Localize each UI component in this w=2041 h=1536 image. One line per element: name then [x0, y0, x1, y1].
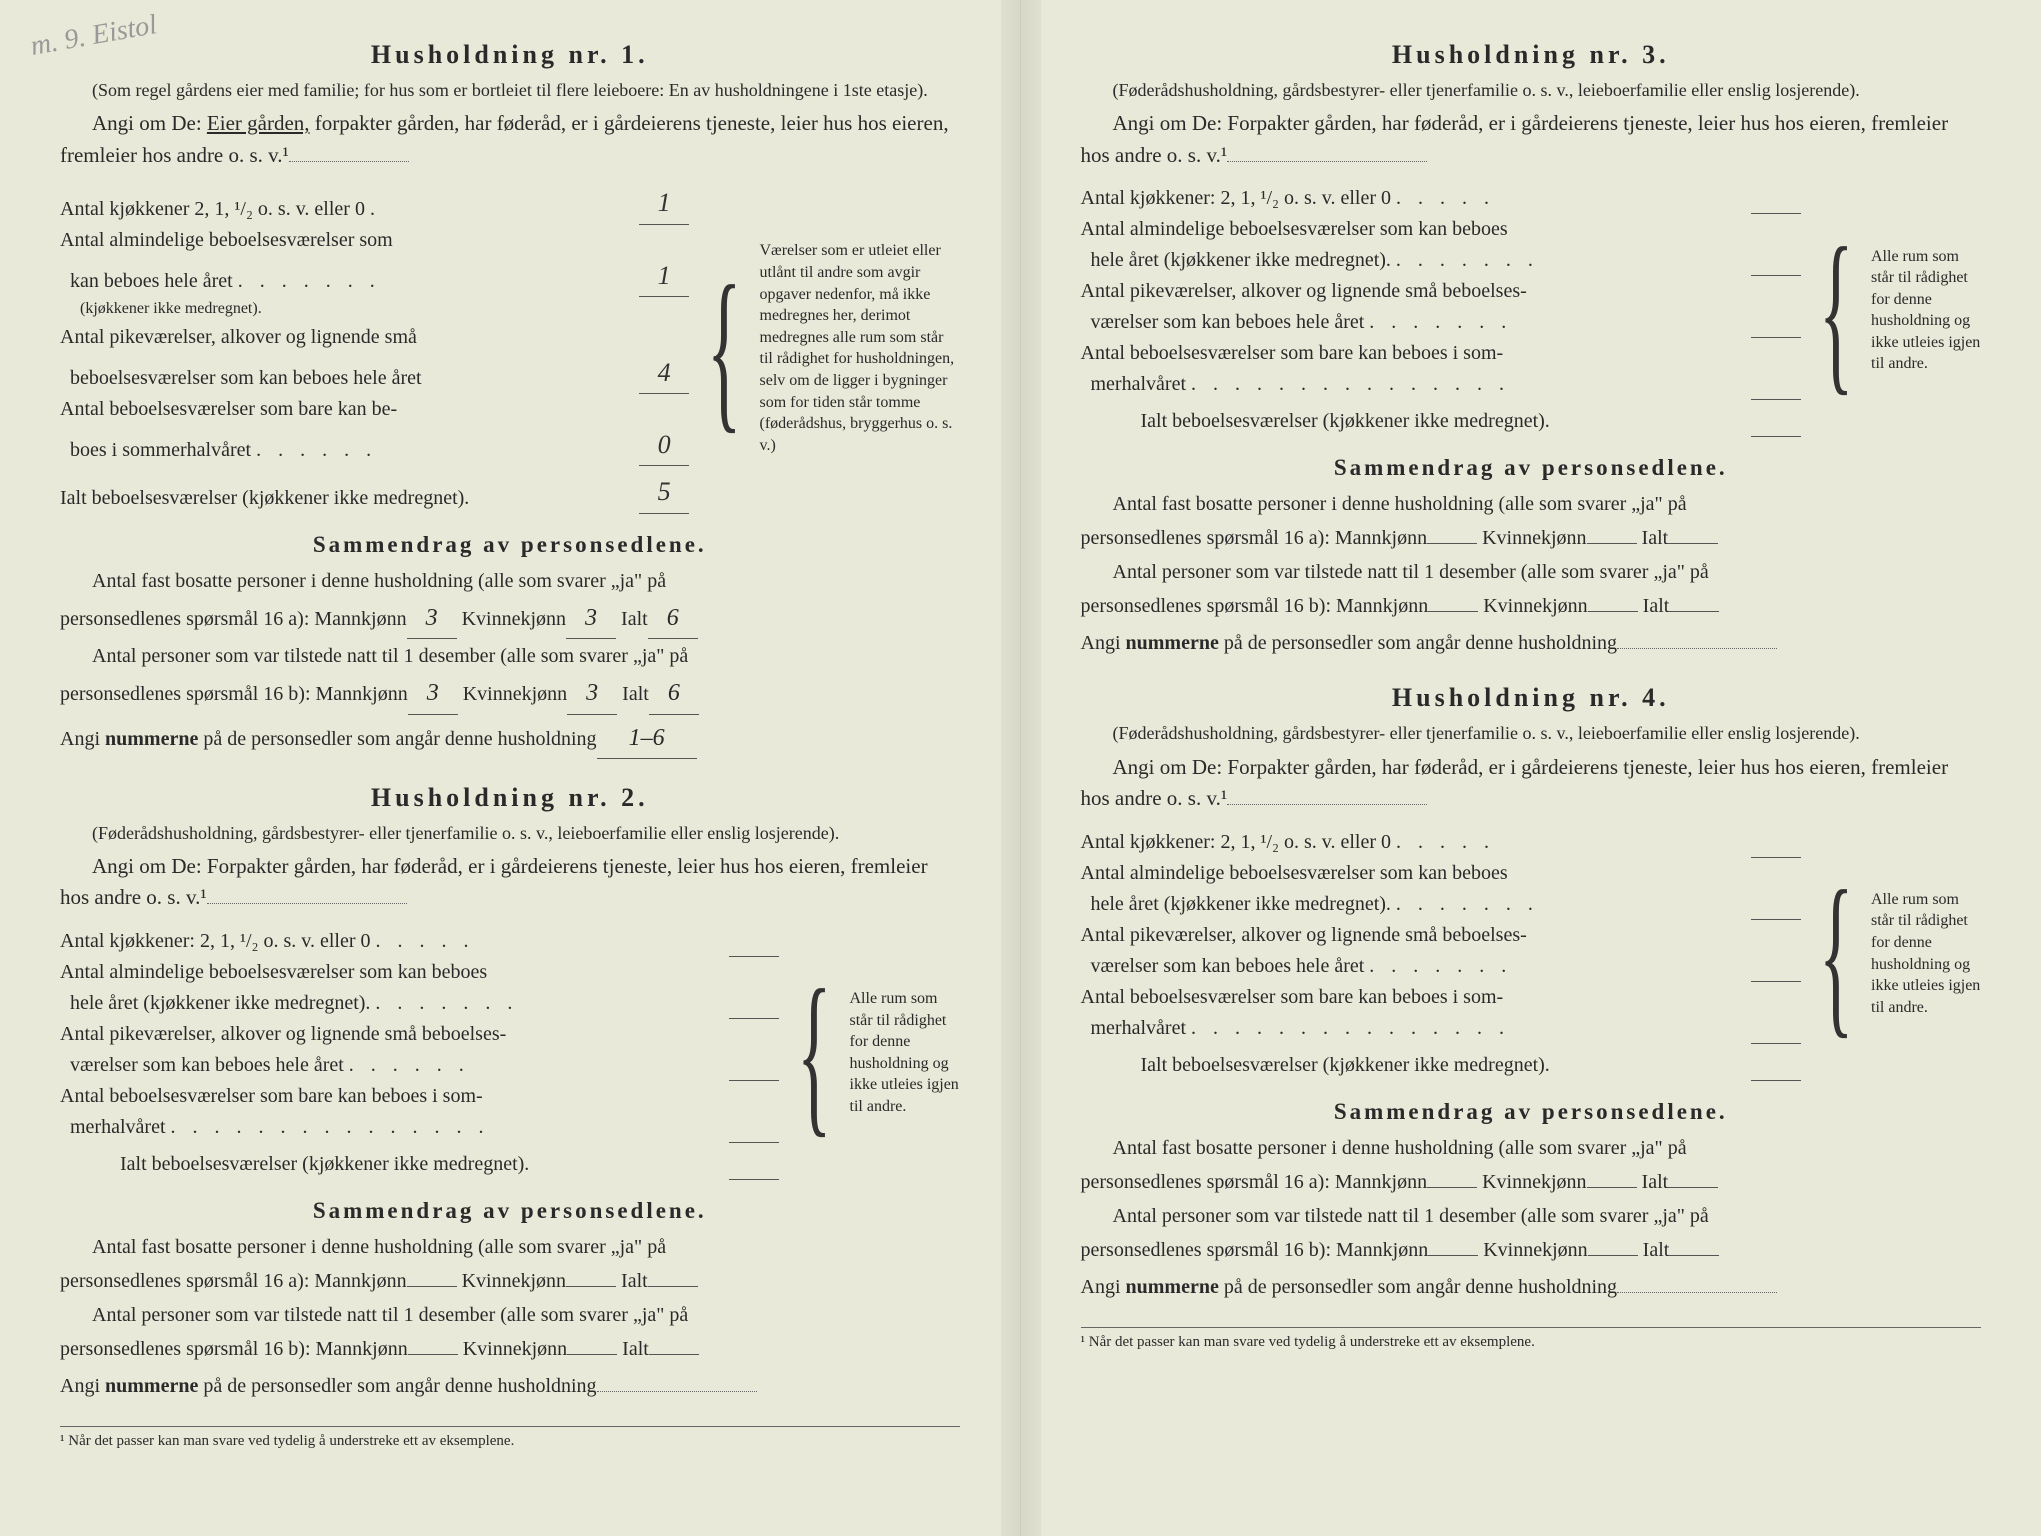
household-2-summary-title: Sammendrag av personsedlene. — [60, 1198, 960, 1224]
household-3-nummer: Angi nummerne på de personsedler som ang… — [1081, 627, 1982, 659]
household-1: Husholdning nr. 1. (Som regel gårdens ei… — [60, 40, 960, 759]
household-4-sidebar: Alle rum som står til rådighet for denne… — [1871, 889, 1981, 1019]
household-2-sidebar: Alle rum som står til rådighet for denne… — [850, 988, 960, 1118]
h3-row4a: Antal beboelsesværelser som bare kan beb… — [1081, 342, 1504, 364]
h3-row2b: hele året (kjøkkener ikke medregnet). — [1091, 249, 1391, 271]
brace-icon: { — [797, 967, 832, 1138]
angi-underlined: Eier gården, — [207, 111, 310, 135]
household-4-subnote: (Føderådshusholdning, gårdsbestyrer- ell… — [1081, 721, 1982, 745]
h4-row3a: Antal pikeværelser, alkover og lignende … — [1081, 924, 1527, 946]
household-1-nummer: Angi nummerne på de personsedler som ang… — [60, 719, 960, 758]
household-3-subnote: (Føderådshusholdning, gårdsbestyrer- ell… — [1081, 78, 1982, 102]
household-2: Husholdning nr. 2. (Føderådshusholdning,… — [60, 783, 960, 1402]
brace-icon: { — [707, 263, 742, 434]
h3-row1: Antal kjøkkener: 2, 1, ¹/₂ o. s. v. elle… — [1081, 187, 1392, 209]
row2b-label: kan beboes hele året — [70, 270, 233, 292]
right-page: Husholdning nr. 3. (Føderådshusholdning,… — [1021, 0, 2041, 1536]
angi-prefix: Angi om De: — [92, 111, 207, 135]
household-1-title: Husholdning nr. 1. — [60, 40, 960, 70]
household-2-angi: Angi om De: Forpakter gården, har føderå… — [60, 851, 960, 914]
household-4: Husholdning nr. 4. (Føderådshusholdning,… — [1081, 683, 1982, 1302]
footnote-left: ¹ Når det passer kan man svare ved tydel… — [60, 1426, 960, 1450]
household-3-rows: Antal kjøkkener: 2, 1, ¹/₂ o. s. v. elle… — [1081, 183, 1982, 437]
household-1-sidebar: Værelser som er utleiet eller utlånt til… — [760, 240, 960, 456]
household-3-sum2: Antal personer som var tilstede natt til… — [1081, 555, 1982, 623]
household-3: Husholdning nr. 3. (Føderådshusholdning,… — [1081, 40, 1982, 659]
row2-note: (kjøkkener ikke medregnet). — [60, 297, 689, 322]
h3-row2a: Antal almindelige beboelsesværelser som … — [1081, 218, 1508, 240]
household-1-sum2: Antal personer som var tilstede natt til… — [60, 639, 960, 715]
h2-row4a: Antal beboelsesværelser som bare kan beb… — [60, 1085, 483, 1107]
h4-row1: Antal kjøkkener: 2, 1, ¹/₂ o. s. v. elle… — [1081, 831, 1392, 853]
h3-row4b: merhalvåret — [1091, 373, 1187, 395]
household-4-angi: Angi om De: Forpakter gården, har føderå… — [1081, 752, 1982, 815]
footnote-right: ¹ Når det passer kan man svare ved tydel… — [1081, 1327, 1982, 1351]
household-2-subnote: (Føderådshusholdning, gårdsbestyrer- ell… — [60, 821, 960, 845]
h2-row3a: Antal pikeværelser, alkover og lignende … — [60, 1023, 506, 1045]
row3-value: 4 — [639, 353, 689, 394]
household-4-nummer: Angi nummerne på de personsedler som ang… — [1081, 1271, 1982, 1303]
household-1-summary-title: Sammendrag av personsedlene. — [60, 532, 960, 558]
household-3-sum1: Antal fast bosatte personer i denne hush… — [1081, 487, 1982, 555]
h2-row3b: værelser som kan beboes hele året — [70, 1054, 344, 1076]
h4-row2b: hele året (kjøkkener ikke medregnet). — [1091, 893, 1391, 915]
h4-row4b: merhalvåret — [1091, 1017, 1187, 1039]
household-2-nummer: Angi nummerne på de personsedler som ang… — [60, 1370, 960, 1402]
row4-value: 0 — [639, 425, 689, 466]
household-3-angi: Angi om De: Forpakter gården, har føderå… — [1081, 108, 1982, 171]
brace-icon: { — [1819, 225, 1854, 396]
h4-row2a: Antal almindelige beboelsesværelser som … — [1081, 862, 1508, 884]
total-label: Ialt beboelsesværelser (kjøkkener ikke m… — [60, 487, 469, 509]
household-3-summary-title: Sammendrag av personsedlene. — [1081, 455, 1982, 481]
household-2-rows: Antal kjøkkener: 2, 1, ¹/₂ o. s. v. elle… — [60, 926, 960, 1180]
h2-row2a: Antal almindelige beboelsesværelser som … — [60, 961, 487, 983]
household-1-sum1: Antal fast bosatte personer i denne hush… — [60, 564, 960, 640]
brace-icon: { — [1819, 868, 1854, 1039]
h4-row3b: værelser som kan beboes hele året — [1091, 955, 1365, 977]
h3-row3a: Antal pikeværelser, alkover og lignende … — [1081, 280, 1527, 302]
left-page: Husholdning nr. 1. (Som regel gårdens ei… — [0, 0, 1021, 1536]
household-2-sum1: Antal fast bosatte personer i denne hush… — [60, 1230, 960, 1298]
household-3-title: Husholdning nr. 3. — [1081, 40, 1982, 70]
h2-row4b: merhalvåret — [70, 1116, 166, 1138]
h4-total: Ialt beboelsesværelser (kjøkkener ikke m… — [1141, 1054, 1550, 1076]
h3-row3b: værelser som kan beboes hele året — [1091, 311, 1365, 333]
household-3-sidebar: Alle rum som står til rådighet for denne… — [1871, 246, 1981, 376]
household-2-sum2: Antal personer som var tilstede natt til… — [60, 1298, 960, 1366]
household-4-title: Husholdning nr. 4. — [1081, 683, 1982, 713]
h4-row4a: Antal beboelsesværelser som bare kan beb… — [1081, 986, 1504, 1008]
household-1-rows: Antal kjøkkener 2, 1, ¹/₂ o. s. v. eller… — [60, 183, 960, 513]
household-1-subnote: (Som regel gårdens eier med familie; for… — [60, 78, 960, 102]
total-value: 5 — [639, 472, 689, 513]
household-4-summary-title: Sammendrag av personsedlene. — [1081, 1099, 1982, 1125]
row2a-label: Antal almindelige beboelsesværelser som — [60, 229, 393, 251]
row3a-label: Antal pikeværelser, alkover og lignende … — [60, 326, 417, 348]
row1-value: 1 — [639, 183, 689, 224]
row4b-label: boes i sommerhalvåret — [70, 439, 251, 461]
h2-total: Ialt beboelsesværelser (kjøkkener ikke m… — [120, 1153, 529, 1175]
household-4-sum2: Antal personer som var tilstede natt til… — [1081, 1199, 1982, 1267]
h2-row2b: hele året (kjøkkener ikke medregnet). — [70, 992, 370, 1014]
household-4-rows: Antal kjøkkener: 2, 1, ¹/₂ o. s. v. elle… — [1081, 827, 1982, 1081]
row2-value: 1 — [639, 256, 689, 297]
household-2-title: Husholdning nr. 2. — [60, 783, 960, 813]
row4a-label: Antal beboelsesværelser som bare kan be- — [60, 398, 397, 420]
row3b-label: beboelsesværelser som kan beboes hele år… — [70, 367, 422, 389]
h3-total: Ialt beboelsesværelser (kjøkkener ikke m… — [1141, 410, 1550, 432]
h2-row1: Antal kjøkkener: 2, 1, ¹/₂ o. s. v. elle… — [60, 930, 371, 952]
household-1-angi: Angi om De: Eier gården, forpakter gårde… — [60, 108, 960, 171]
row1-label: Antal kjøkkener 2, 1, ¹/₂ o. s. v. eller… — [60, 198, 365, 220]
household-4-sum1: Antal fast bosatte personer i denne hush… — [1081, 1131, 1982, 1199]
